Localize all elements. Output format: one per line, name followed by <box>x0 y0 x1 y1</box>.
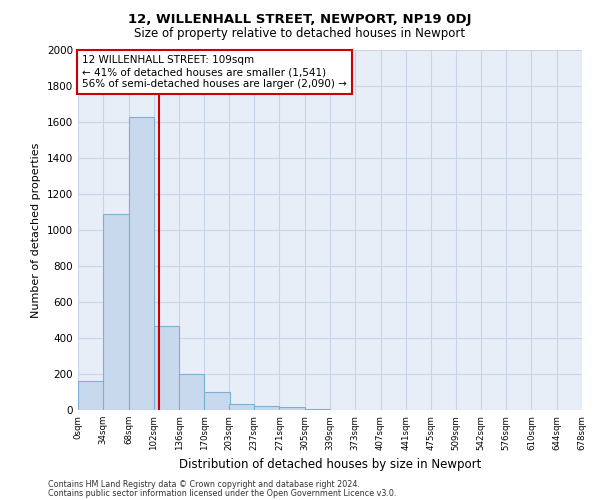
Bar <box>154 326 179 410</box>
Bar <box>280 408 305 410</box>
Text: Contains public sector information licensed under the Open Government Licence v3: Contains public sector information licen… <box>48 488 397 498</box>
Text: 12, WILLENHALL STREET, NEWPORT, NP19 0DJ: 12, WILLENHALL STREET, NEWPORT, NP19 0DJ <box>128 12 472 26</box>
Bar <box>103 214 128 410</box>
Bar <box>305 409 330 410</box>
X-axis label: Distribution of detached houses by size in Newport: Distribution of detached houses by size … <box>179 458 481 471</box>
Text: Size of property relative to detached houses in Newport: Size of property relative to detached ho… <box>134 28 466 40</box>
Bar <box>254 406 280 410</box>
Y-axis label: Number of detached properties: Number of detached properties <box>31 142 41 318</box>
Bar <box>78 381 103 410</box>
Bar <box>205 392 230 410</box>
Bar <box>179 374 205 410</box>
Bar <box>128 116 154 410</box>
Text: Contains HM Land Registry data © Crown copyright and database right 2024.: Contains HM Land Registry data © Crown c… <box>48 480 360 489</box>
Bar <box>229 404 254 410</box>
Text: 12 WILLENHALL STREET: 109sqm
← 41% of detached houses are smaller (1,541)
56% of: 12 WILLENHALL STREET: 109sqm ← 41% of de… <box>82 56 347 88</box>
